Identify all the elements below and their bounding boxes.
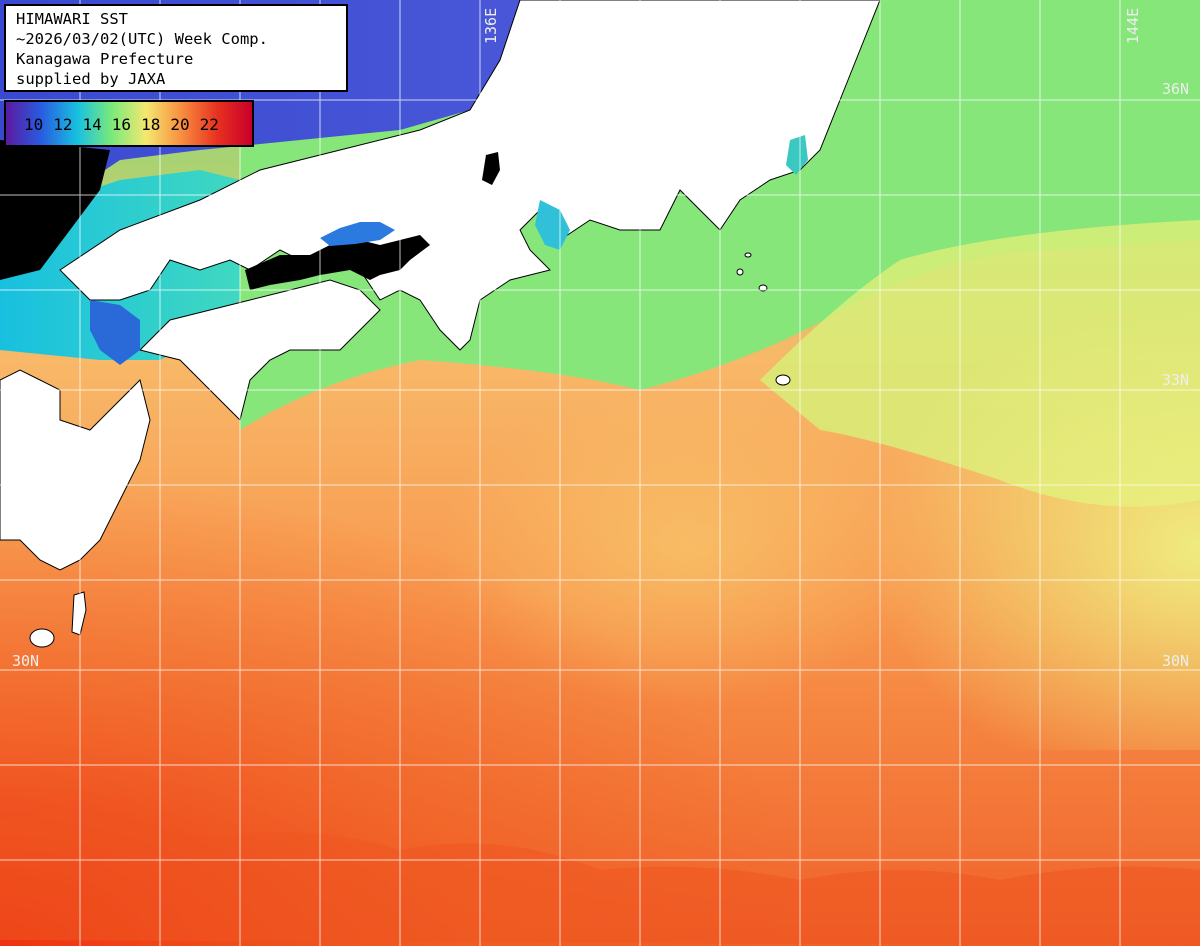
sea-biwa [482,152,500,185]
title-line-2: ~2026/03/02(UTC) Week Comp. [16,30,268,48]
lat-label-33n: 33N [1162,371,1190,389]
land-island-izu3 [736,268,744,276]
sea-ise-bay [535,200,570,250]
legend-labels: 10 12 14 16 18 20 22 [24,115,229,134]
land-kyushu [0,369,151,571]
cloud-patch-nw [0,140,110,280]
lat-label-30n-right: 30N [1162,652,1190,670]
lon-label-144e: 144E [1124,7,1142,44]
sea-tokyo-bay [786,135,808,175]
title-line-4: supplied by JAXA [16,70,166,88]
legend-label: 12 [53,115,73,134]
legend-label: 20 [170,115,190,134]
legend-label: 18 [141,115,161,134]
title-box: HIMAWARI SST ~2026/03/02(UTC) Week Comp.… [4,4,348,92]
lat-label-36n: 36N [1162,80,1190,98]
legend-color-bar [6,102,252,145]
title-line-1: HIMAWARI SST [16,10,128,28]
land-island-izu [775,374,791,386]
legend-label: 16 [111,115,132,134]
land-island-yakushima [29,628,55,648]
sea-bungo [90,300,140,365]
legend-label: 22 [199,115,219,134]
color-legend: 10 12 14 16 18 20 22 [4,100,254,147]
cloud-inland-sea [245,235,430,290]
title-line-3: Kanagawa Prefecture [16,50,194,68]
legend-label: 10 [24,115,44,134]
lat-label-30n-left: 30N [12,652,40,670]
sea-south-red [0,813,1200,946]
land-island-tanegashima [71,591,87,636]
lon-label-136e: 136E [482,7,500,44]
sea-inland-blue [320,222,395,246]
legend-label: 14 [82,115,102,134]
land-island-izu4 [744,252,752,258]
